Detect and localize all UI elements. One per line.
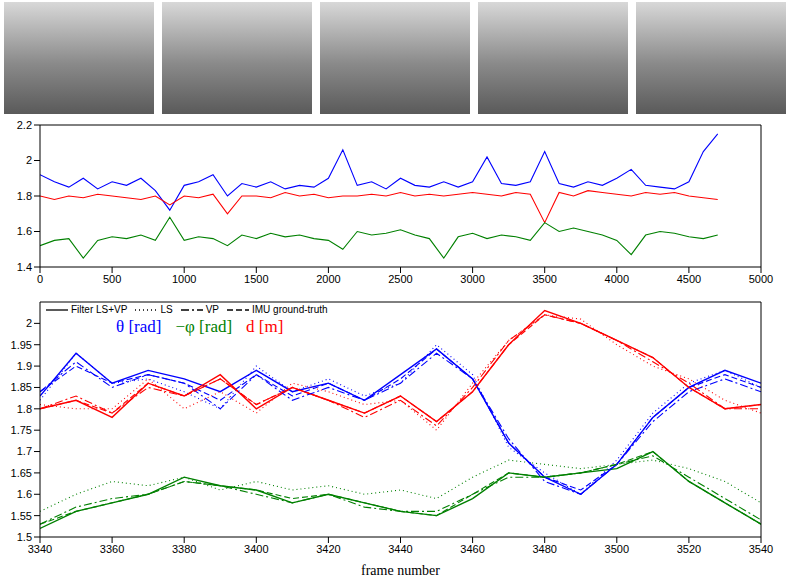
svg-text:3440: 3440: [388, 543, 412, 555]
svg-text:1500: 1500: [244, 273, 268, 285]
html-text:LS: LS: [160, 304, 173, 315]
svg-text:1.7: 1.7: [17, 445, 32, 457]
html-text:d [m]: d [m]: [246, 317, 284, 336]
svg-text:3480: 3480: [532, 543, 556, 555]
svg-text:1.8: 1.8: [17, 403, 32, 415]
svg-text:1.95: 1.95: [11, 339, 32, 351]
html-text:−φ [rad]: −φ [rad]: [175, 317, 233, 336]
svg-text:3520: 3520: [677, 543, 701, 555]
svg-text:3000: 3000: [460, 273, 484, 285]
svg-text:3500: 3500: [605, 543, 629, 555]
svg-text:3360: 3360: [100, 543, 124, 555]
svg-text:3420: 3420: [316, 543, 340, 555]
svg-text:2500: 2500: [388, 273, 412, 285]
html-text:IMU ground-truth: IMU ground-truth: [252, 304, 328, 315]
svg-text:5000: 5000: [749, 273, 773, 285]
svg-text:4000: 4000: [605, 273, 629, 285]
svg-text:0: 0: [37, 273, 43, 285]
svg-text:3340: 3340: [28, 543, 52, 555]
svg-text:1.75: 1.75: [11, 424, 32, 436]
svg-text:500: 500: [103, 273, 121, 285]
html-text:Filter LS+VP: Filter LS+VP: [71, 304, 128, 315]
svg-text:1.85: 1.85: [11, 381, 32, 393]
svg-text:1.8: 1.8: [17, 190, 32, 202]
html-text:θ [rad]: θ [rad]: [116, 317, 162, 336]
svg-text:1.9: 1.9: [17, 360, 32, 372]
svg-text:3500: 3500: [532, 273, 556, 285]
svg-text:3380: 3380: [172, 543, 196, 555]
svg-text:3400: 3400: [244, 543, 268, 555]
svg-text:4500: 4500: [677, 273, 701, 285]
svg-text:2000: 2000: [316, 273, 340, 285]
svg-text:2: 2: [26, 317, 32, 329]
svg-text:2.2: 2.2: [17, 119, 32, 131]
html-text:VP: VP: [205, 304, 219, 315]
svg-text:1.5: 1.5: [17, 531, 32, 543]
svg-text:frame number: frame number: [361, 563, 440, 578]
svg-text:1.4: 1.4: [17, 261, 32, 273]
svg-text:1.6: 1.6: [17, 488, 32, 500]
svg-text:3460: 3460: [460, 543, 484, 555]
svg-text:1000: 1000: [172, 273, 196, 285]
svg-text:1.65: 1.65: [11, 467, 32, 479]
svg-text:3540: 3540: [749, 543, 773, 555]
svg-text:1.6: 1.6: [17, 225, 32, 237]
svg-text:2: 2: [26, 154, 32, 166]
svg-text:1.55: 1.55: [11, 510, 32, 522]
